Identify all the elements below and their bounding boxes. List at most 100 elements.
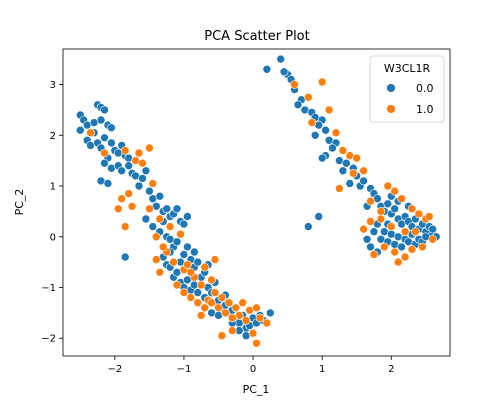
scatter-point-series-0-133	[314, 212, 324, 221]
scatter-point-series-0-8	[96, 115, 106, 125]
scatter-point-series-0-105	[276, 54, 286, 64]
scatter-point-series-1-72	[397, 194, 406, 203]
scatter-point-series-1-9	[124, 189, 133, 198]
scatter-point-series-1-2	[120, 146, 130, 155]
scatter-point-series-1-53	[158, 242, 168, 252]
scatter-point-series-0-36	[145, 186, 154, 196]
scatter-point-series-1-56	[210, 255, 220, 264]
scatter-point-series-1-0	[86, 128, 95, 137]
scatter-point-series-1-10	[127, 202, 137, 211]
scatter-point-series-1-23	[196, 280, 206, 290]
scatter-point-series-1-7	[117, 194, 126, 203]
scatter-point-series-1-73	[407, 204, 417, 214]
scatter-point-series-0-54	[172, 237, 182, 247]
legend-label-1: 1.0	[416, 103, 434, 116]
scatter-point-series-1-45	[172, 280, 182, 290]
scatter-point-series-1-29	[238, 298, 247, 308]
y-axis-ticks: −2 −1 0 1 2 3	[41, 80, 63, 345]
scatter-point-series-1-80	[400, 252, 410, 262]
scatter-point-series-1-42	[193, 298, 203, 308]
scatter-point-series-1-5	[134, 148, 144, 158]
scatter-point-series-1-57	[290, 80, 299, 89]
scatter-point-series-1-66	[348, 169, 358, 178]
scatter-point-series-0-127	[338, 166, 348, 176]
scatter-point-series-1-67	[359, 166, 368, 176]
scatter-point-series-0-156	[369, 227, 379, 236]
scatter-point-series-1-8	[114, 204, 123, 214]
scatter-point-series-0-119	[310, 131, 320, 140]
legend: W3CL1R 0.0 1.0	[369, 55, 445, 123]
scatter-point-series-1-35	[241, 316, 251, 325]
scatter-point-series-1-47	[200, 262, 209, 272]
scatter-point-series-1-81	[407, 245, 417, 254]
scatter-point-series-1-41	[200, 303, 209, 313]
scatter-point-series-1-16	[165, 222, 175, 231]
scatter-point-series-1-27	[224, 298, 234, 308]
scatter-point-series-1-34	[252, 338, 261, 348]
scatter-point-series-0-118	[321, 125, 330, 135]
scatter-point-series-1-68	[335, 184, 344, 193]
scatter-point-series-0-34	[103, 179, 113, 188]
scatter-point-series-1-12	[145, 204, 154, 214]
legend-title: W3CL1R	[384, 62, 431, 75]
scatter-point-series-1-46	[186, 267, 196, 277]
scatter-point-series-0-2	[76, 125, 85, 135]
scatter-point-series-1-48	[207, 275, 216, 285]
scatter-point-series-0-134	[303, 222, 313, 231]
y-tick-label-4: 2	[50, 131, 56, 142]
y-tick-label-5: 3	[50, 80, 56, 91]
y-tick-label-3: 1	[50, 182, 56, 193]
scatter-point-series-1-89	[428, 235, 438, 244]
points-layer	[76, 54, 441, 348]
scatter-point-series-0-132	[359, 176, 368, 186]
scatter-point-series-0-110	[279, 67, 289, 77]
scatter-point-series-0-17	[107, 138, 116, 148]
scatter-point-series-1-39	[214, 303, 223, 313]
scatter-point-series-0-32	[141, 166, 151, 176]
scatter-point-series-1-31	[252, 303, 261, 313]
scatter-point-series-1-4	[138, 158, 147, 168]
scatter-point-series-1-28	[231, 303, 241, 313]
scatter-point-series-1-21	[183, 260, 192, 270]
scatter-point-series-0-172	[366, 242, 375, 252]
scatter-point-series-1-83	[369, 250, 379, 259]
scatter-point-series-1-70	[383, 181, 393, 191]
scatter-point-series-0-96	[141, 214, 151, 224]
scatter-point-series-0-102	[265, 308, 275, 318]
scatter-point-series-0-90	[193, 257, 203, 267]
scatter-point-series-1-90	[393, 257, 403, 267]
scatter-point-series-1-55	[155, 267, 165, 277]
scatter-point-series-1-51	[217, 331, 227, 341]
scatter-point-series-1-33	[248, 328, 258, 338]
scatter-point-series-0-35	[134, 181, 144, 191]
x-tick-label-3: 1	[319, 364, 325, 375]
scatter-point-series-0-122	[328, 143, 337, 153]
scatter-point-series-1-65	[352, 153, 362, 163]
x-tick-label-0: −2	[107, 364, 122, 375]
scatter-point-series-0-175	[428, 224, 438, 234]
scatter-point-series-1-69	[366, 196, 375, 206]
scatter-point-series-1-87	[411, 227, 420, 236]
scatter-point-series-0-95	[120, 252, 130, 262]
scatter-point-series-1-71	[390, 186, 400, 196]
scatter-point-series-0-141	[383, 199, 393, 209]
scatter-point-series-1-25	[210, 288, 220, 297]
scatter-point-series-0-56	[183, 242, 192, 252]
scatter-point-series-0-44	[172, 204, 182, 214]
scatter-point-series-1-91	[376, 207, 386, 216]
scatter-point-series-1-52	[262, 318, 272, 328]
plot-area-frame	[62, 48, 451, 357]
scatter-point-series-0-10	[107, 123, 116, 132]
scatter-point-series-1-19	[169, 257, 178, 267]
scatter-point-series-1-86	[400, 227, 410, 236]
scatter-point-series-0-39	[155, 191, 165, 201]
scatter-point-series-0-58	[190, 247, 199, 257]
x-tick-label-1: −1	[177, 364, 192, 375]
scatter-point-series-1-32	[255, 313, 265, 323]
scatter-point-series-0-106	[262, 65, 272, 74]
scatter-point-series-0-143	[390, 204, 400, 214]
scatter-point-series-1-44	[179, 288, 189, 297]
scatter-point-series-0-126	[341, 158, 351, 168]
scatter-point-series-1-85	[386, 222, 396, 231]
